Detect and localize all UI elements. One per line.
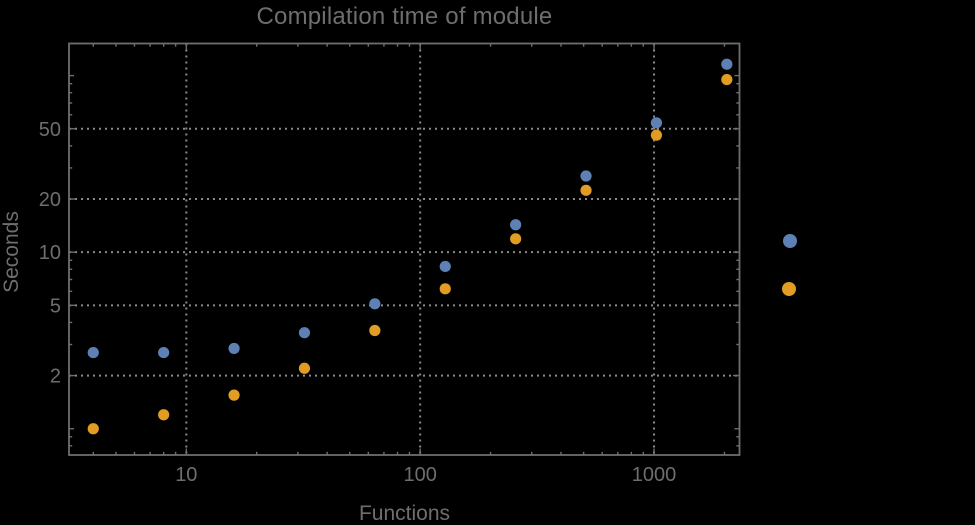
y-tick-label: 20 [39, 189, 61, 211]
data-point-series-1-blue [510, 219, 522, 231]
data-point-series-2-orange [298, 362, 311, 374]
y-tick-label: 50 [39, 119, 61, 141]
data-point-series-2-orange [510, 233, 522, 245]
chart-title: Compilation time of module [256, 3, 553, 30]
data-point-series-2-orange [580, 184, 592, 196]
y-axis-label: Seconds [0, 211, 23, 293]
data-point-series-1-blue [721, 58, 733, 70]
legend-marker-1 [783, 234, 797, 248]
data-point-series-2-orange [228, 389, 240, 401]
data-point-series-1-blue [158, 346, 170, 359]
data-point-series-1-blue [369, 298, 381, 310]
data-point-series-1-blue [298, 327, 311, 339]
data-point-series-1-blue [228, 342, 240, 355]
legend-marker-2 [782, 282, 796, 296]
data-point-series-2-orange [439, 283, 451, 295]
data-point-series-1-blue [650, 117, 663, 129]
data-point-series-1-blue [439, 260, 451, 273]
data-point-series-1-blue [580, 170, 592, 182]
data-point-series-2-orange [369, 324, 381, 337]
x-axis-label: Functions [358, 502, 451, 525]
y-tick-label: 5 [50, 295, 61, 317]
data-point-series-2-orange [721, 73, 733, 86]
x-tick-label: 100 [403, 464, 436, 486]
data-point-series-1-blue [87, 346, 99, 359]
x-tick-label: 1000 [632, 464, 677, 486]
y-tick-label: 2 [50, 366, 61, 388]
data-point-series-2-orange [87, 423, 99, 435]
data-point-series-2-orange [158, 409, 170, 421]
x-tick-label: 10 [175, 464, 197, 486]
y-tick-label: 10 [39, 242, 61, 264]
plot-frame [68, 42, 741, 456]
data-point-series-2-orange [650, 129, 663, 141]
